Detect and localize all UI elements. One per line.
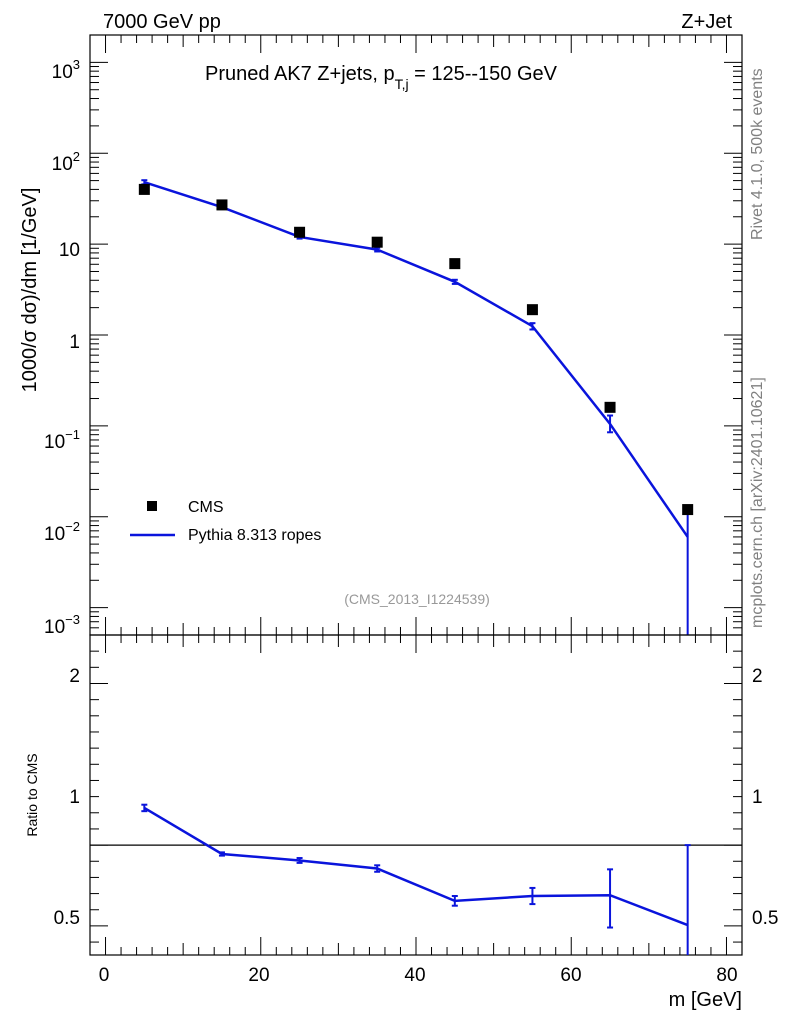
ratio-ytick-label-1: 1	[69, 787, 80, 808]
xtick-label-60: 60	[560, 965, 581, 986]
xtick-label-80: 80	[716, 965, 737, 986]
cms-data-point	[294, 226, 306, 238]
ytick-label-10: 10	[59, 240, 80, 261]
main-frame	[89, 34, 743, 636]
ratio-y-ticks	[90, 650, 742, 943]
header-left: 7000 GeV pp	[103, 11, 221, 33]
ratio-y-label: Ratio to CMS	[24, 753, 40, 836]
main-marks	[138, 179, 694, 635]
ytick-label-0.001: 10−3	[44, 612, 80, 638]
ytick-label-1: 1	[69, 332, 80, 353]
ratio-frame	[89, 634, 743, 956]
main-x-ticks	[105, 35, 727, 635]
header-right: Z+Jet	[681, 11, 732, 33]
ytick-label-1000: 103	[52, 57, 80, 83]
xtick-label-20: 20	[248, 965, 269, 986]
side-text-rivet: Rivet 4.1.0, 500k events	[749, 68, 766, 240]
pythia-line	[143, 181, 689, 538]
legend-label-cms: CMS	[188, 499, 224, 516]
ratio-x-ticks	[105, 635, 727, 955]
xtick-label-40: 40	[404, 965, 425, 986]
cms-data-point	[526, 304, 538, 316]
ratio-marks	[141, 803, 691, 955]
cms-data-point	[604, 401, 616, 413]
cms-data-point	[138, 183, 150, 195]
ytick-label-0.1: 10−1	[44, 427, 80, 453]
ratio-ytick-label-2-right: 2	[752, 666, 763, 687]
ratio-panel: 2 1 0.5 2 1 0.5 Ratio to CMS 0 20 40 60 …	[24, 634, 778, 1011]
xtick-label-0: 0	[99, 965, 110, 986]
legend-label-pythia: Pythia 8.313 ropes	[188, 527, 321, 544]
main-panel: 103 102 10 1 10−1 10−2 10−3 1000/σ dσ)/d…	[19, 34, 743, 638]
ratio-ytick-label-2: 2	[69, 666, 80, 687]
cms-data-point	[449, 258, 461, 270]
cms-data-point	[216, 199, 228, 211]
ratio-ytick-label-1-right: 1	[752, 787, 763, 808]
ytick-label-100: 102	[52, 149, 80, 175]
main-y-label: 1000/σ dσ)/dm [1/GeV]	[19, 188, 41, 393]
analysis-watermark: (CMS_2013_I1224539)	[344, 591, 490, 607]
ratio-ytick-label-0.5: 0.5	[54, 908, 80, 929]
side-text-mcplots: mcplots.cern.ch [arXiv:2401.10621]	[749, 377, 766, 628]
ratio-line	[143, 806, 689, 927]
main-y-ticks	[90, 34, 742, 636]
plot-title: Pruned AK7 Z+jets, pT,j = 125--150 GeV	[205, 63, 558, 92]
legend-marker-cms	[147, 501, 157, 511]
cms-data-point	[371, 236, 383, 248]
cms-data-point	[682, 504, 694, 516]
ratio-ytick-label-0.5-right: 0.5	[752, 908, 778, 929]
ytick-label-0.01: 10−2	[44, 519, 80, 545]
x-axis-label: m [GeV]	[669, 989, 742, 1011]
